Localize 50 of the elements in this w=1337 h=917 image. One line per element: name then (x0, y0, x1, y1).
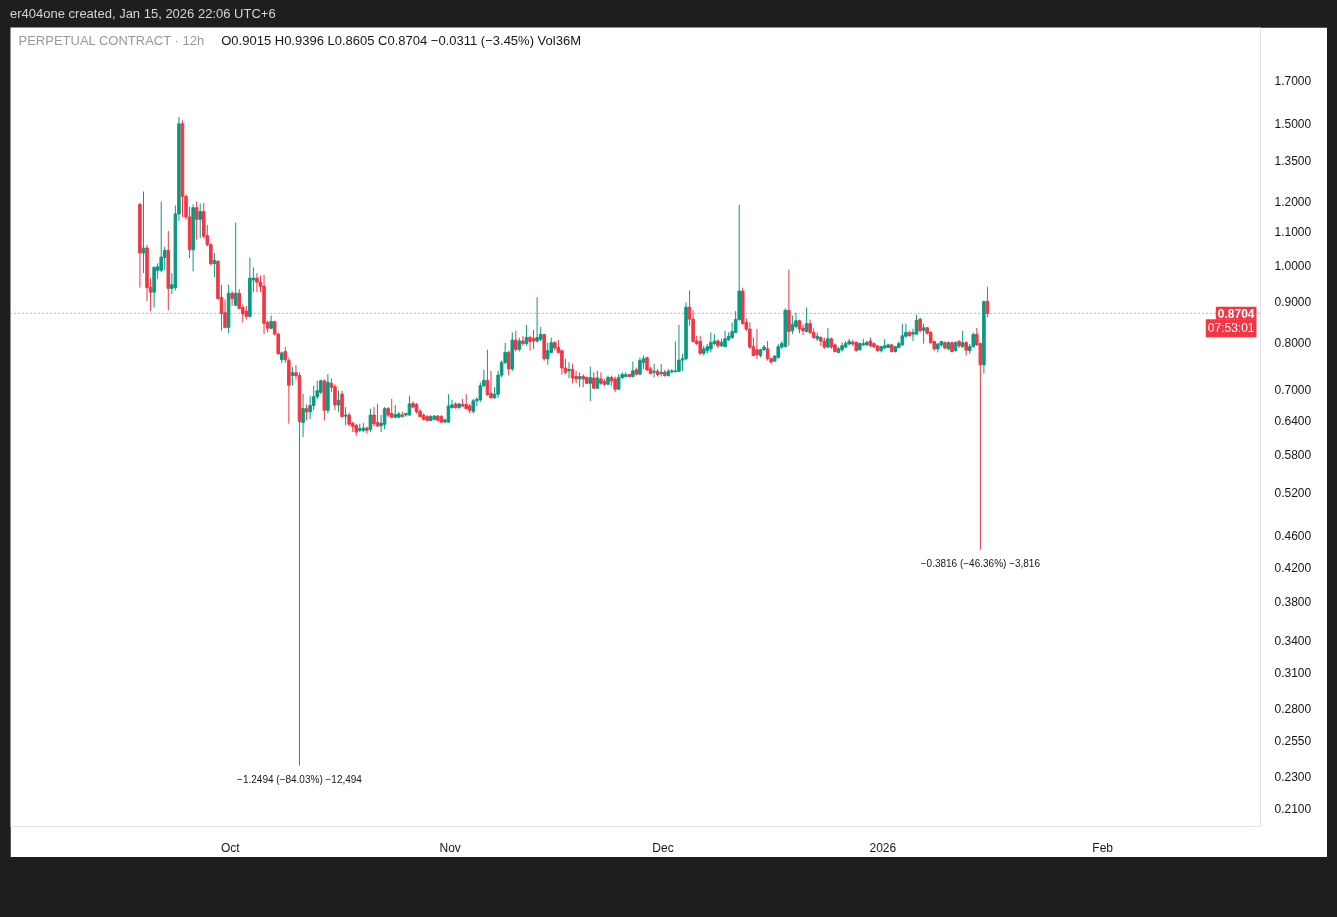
candlestick (570, 363, 575, 384)
x-tick-label: Dec (652, 840, 674, 855)
candlestick (521, 335, 525, 347)
y-tick-label: 1.1000 (1274, 225, 1312, 240)
y-tick-label: 0.5800 (1274, 448, 1312, 463)
annotation: −0.3816 (−46.36%) −3,816 (920, 557, 1041, 569)
candlestick (790, 315, 795, 335)
y-tick-label: 1.3500 (1274, 154, 1312, 169)
y-tick-label: 0.9000 (1274, 295, 1312, 310)
candlestick (141, 191, 146, 274)
y-tick-label: 0.3800 (1274, 595, 1312, 610)
y-tick-label: 0.2300 (1274, 770, 1312, 785)
y-tick-label: 0.4200 (1274, 560, 1312, 575)
y-tick-label: 1.5000 (1274, 117, 1312, 132)
y-tick-label: 0.3400 (1274, 634, 1312, 649)
y-tick-label: 1.0000 (1274, 258, 1312, 273)
y-tick-label: 0.7000 (1274, 382, 1312, 397)
chart-title: PERPETUAL CONTRACT · 12h (18, 32, 205, 48)
chart-subtitle: O0.9015 H0.9396 L0.8605 C0.8704 −0.0311 (−3.45%) Vol36M (221, 32, 581, 48)
candlestick (301, 393, 305, 438)
text: er404one created, Jan 15, 2026 22:06 UTC+6 (10, 5, 276, 23)
x-tick-label: 2026 (869, 840, 897, 855)
y-tick-label: 0.4600 (1274, 528, 1312, 543)
annotation: −1.2494 (−84.03%) −12,494 (237, 773, 363, 785)
candlestick (368, 408, 373, 433)
y-tick-label: 0.6400 (1274, 413, 1312, 428)
y-tick-label: 1.7000 (1274, 73, 1312, 88)
candlestick (230, 290, 234, 307)
y-tick-label: 0.3100 (1274, 666, 1312, 681)
ref-line-label: 0.8704 07:53:01 (1207, 306, 1255, 336)
y-tick-label: 1.2000 (1274, 195, 1312, 210)
candlestick (535, 296, 539, 344)
candlestick (574, 370, 578, 384)
candlestick (336, 390, 341, 413)
candlestick (365, 425, 369, 435)
x-tick-label: Oct (221, 840, 241, 855)
candlestick (212, 252, 217, 278)
x-tick-label: Feb (1092, 840, 1114, 855)
candlestick (372, 406, 376, 427)
candlestick (198, 203, 202, 239)
y-tick-label: 0.2100 (1274, 801, 1312, 816)
candlestick (567, 361, 571, 379)
x-tick-label: Nov (439, 840, 461, 855)
y-tick-label: 0.2550 (1274, 734, 1312, 749)
y-tick-label: 0.2800 (1274, 701, 1312, 716)
candlestick (531, 329, 536, 350)
y-tick-label: 0.8000 (1274, 336, 1312, 351)
candlestick (801, 323, 805, 336)
candlestick (545, 342, 550, 366)
y-tick-label: 0.5200 (1274, 486, 1312, 501)
